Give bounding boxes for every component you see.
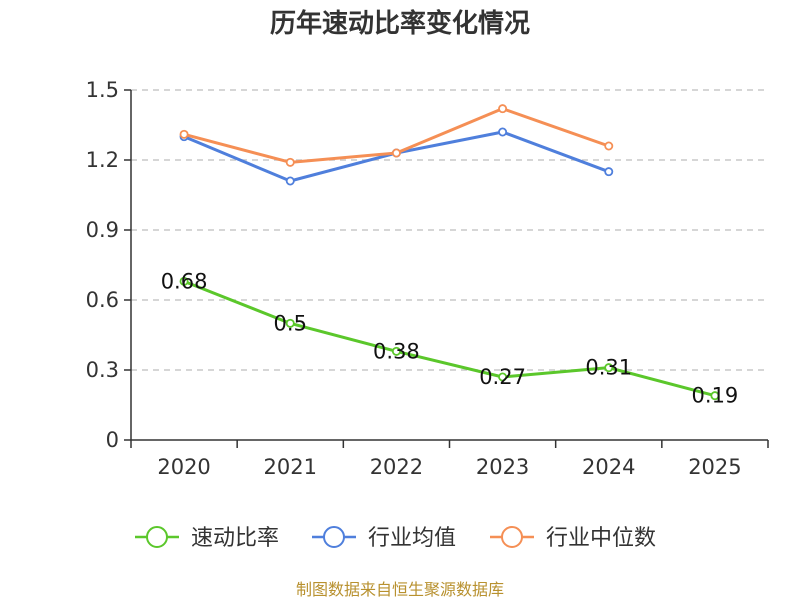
grid — [131, 89, 768, 371]
chart-title: 历年速动比率变化情况 — [270, 8, 530, 39]
legend-item-1[interactable]: 速动比率 — [135, 526, 279, 551]
source-note: 制图数据来自恒生聚源数据库 — [296, 580, 504, 599]
data-point[interactable] — [179, 129, 189, 139]
data-label: 0.5 — [274, 311, 307, 335]
y-tick-label: 0.9 — [86, 218, 119, 242]
data-point[interactable] — [285, 157, 295, 167]
series-line — [183, 279, 716, 398]
data-point[interactable] — [285, 176, 295, 186]
x-tick-label: 2024 — [582, 455, 635, 479]
y-tick-label: 0.6 — [86, 288, 119, 312]
data-label: 0.68 — [161, 269, 208, 293]
series-group — [179, 104, 720, 401]
data-label: 0.31 — [585, 356, 632, 380]
x-tick-label: 2022 — [370, 455, 423, 479]
data-point[interactable] — [604, 363, 614, 373]
data-point[interactable] — [498, 127, 508, 137]
series-3 — [179, 104, 614, 167]
x-axis-ticks: 2020 2021 2022 2023 2024 2025 — [130, 440, 769, 479]
data-point[interactable] — [498, 372, 508, 382]
legend-marker — [146, 526, 168, 548]
legend-label: 速动比率 — [191, 526, 279, 551]
y-tick-label: 1.5 — [86, 78, 119, 102]
legend-marker — [501, 526, 523, 548]
x-tick-label: 2020 — [157, 455, 210, 479]
data-point[interactable] — [498, 104, 508, 114]
y-tick-label: 0 — [106, 428, 119, 452]
data-point[interactable] — [179, 276, 189, 286]
legend-label: 行业均值 — [368, 526, 456, 551]
data-labels: 0.68 0.5 0.38 0.27 0.31 0.19 — [161, 269, 739, 407]
legend-item-2[interactable]: 行业均值 — [312, 526, 456, 551]
y-tick-label: 0.3 — [86, 358, 119, 382]
legend-label: 行业中位数 — [546, 526, 656, 551]
data-point[interactable] — [391, 148, 401, 158]
data-point[interactable] — [604, 167, 614, 177]
data-label: 0.38 — [373, 339, 420, 363]
data-label: 0.27 — [479, 365, 526, 389]
data-point[interactable] — [391, 346, 401, 356]
y-tick-label: 1.2 — [86, 148, 119, 172]
legend-item-3[interactable]: 行业中位数 — [490, 526, 656, 551]
x-tick-label: 2021 — [264, 455, 317, 479]
data-point[interactable] — [710, 391, 720, 401]
data-point[interactable] — [285, 318, 295, 328]
x-tick-label: 2023 — [476, 455, 529, 479]
y-axis-ticks: 0 0.3 0.6 0.9 1.2 1.5 — [86, 78, 131, 452]
x-tick-label: 2025 — [688, 455, 741, 479]
legend[interactable]: 速动比率 行业均值 行业中位数 — [135, 526, 656, 551]
series-1 — [179, 276, 720, 401]
data-point[interactable] — [604, 141, 614, 151]
legend-marker — [323, 526, 345, 548]
data-label: 0.19 — [692, 384, 739, 408]
